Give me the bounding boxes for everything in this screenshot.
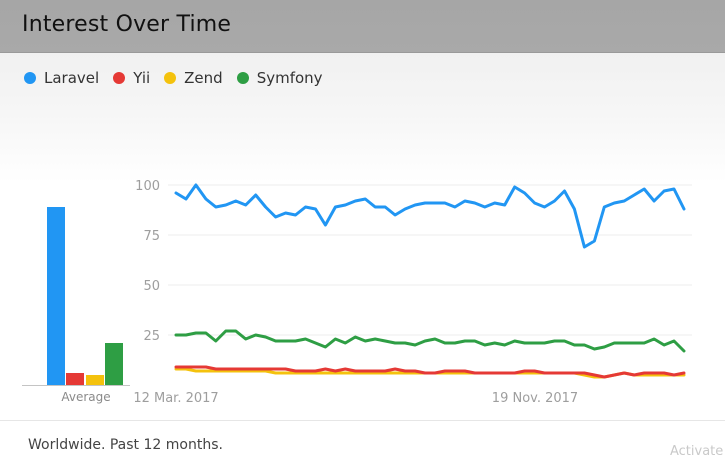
legend-item-symfony[interactable]: Symfony [236,69,323,87]
series-line-yii [174,365,686,379]
legend-label-yii: Yii [133,69,151,87]
average-bar-yii [66,373,84,385]
average-label: Average [61,390,110,404]
x-tick-label: 19 Nov. 2017 [492,391,578,406]
page-title: Interest Over Time [22,12,232,37]
legend-item-zend[interactable]: Zend [164,69,223,87]
legend-label-zend: Zend [184,69,223,87]
y-tick-label: 25 [143,329,160,344]
average-bar-symfony [105,343,123,385]
legend-label-symfony: Symfony [256,69,323,87]
legend-label-laravel: Laravel [44,69,100,87]
y-tick-label: 100 [135,179,160,194]
header-bar: Interest Over Time [0,0,725,53]
legend-dot-zend [164,72,177,84]
series-line-symfony [174,329,686,353]
series-line-laravel [174,183,686,249]
legend-dot-symfony [236,72,249,84]
legend-dot-laravel [24,72,36,84]
y-tick-label: 50 [143,279,160,294]
legend-item-laravel[interactable]: Laravel [24,69,99,87]
chart-legend: Laravel Yii Zend Symfony [24,69,337,87]
average-bar-laravel [47,207,65,385]
x-tick-label: 12 Mar. 2017 [133,391,218,406]
footer-divider [0,420,725,421]
legend-dot-yii [113,72,126,84]
activate-watermark: Activate [670,444,724,459]
legend-item-yii[interactable]: Yii [113,69,150,87]
average-bar-zend [86,375,104,385]
footer-caption: Worldwide. Past 12 months. [28,437,223,453]
y-tick-label: 75 [143,229,160,244]
